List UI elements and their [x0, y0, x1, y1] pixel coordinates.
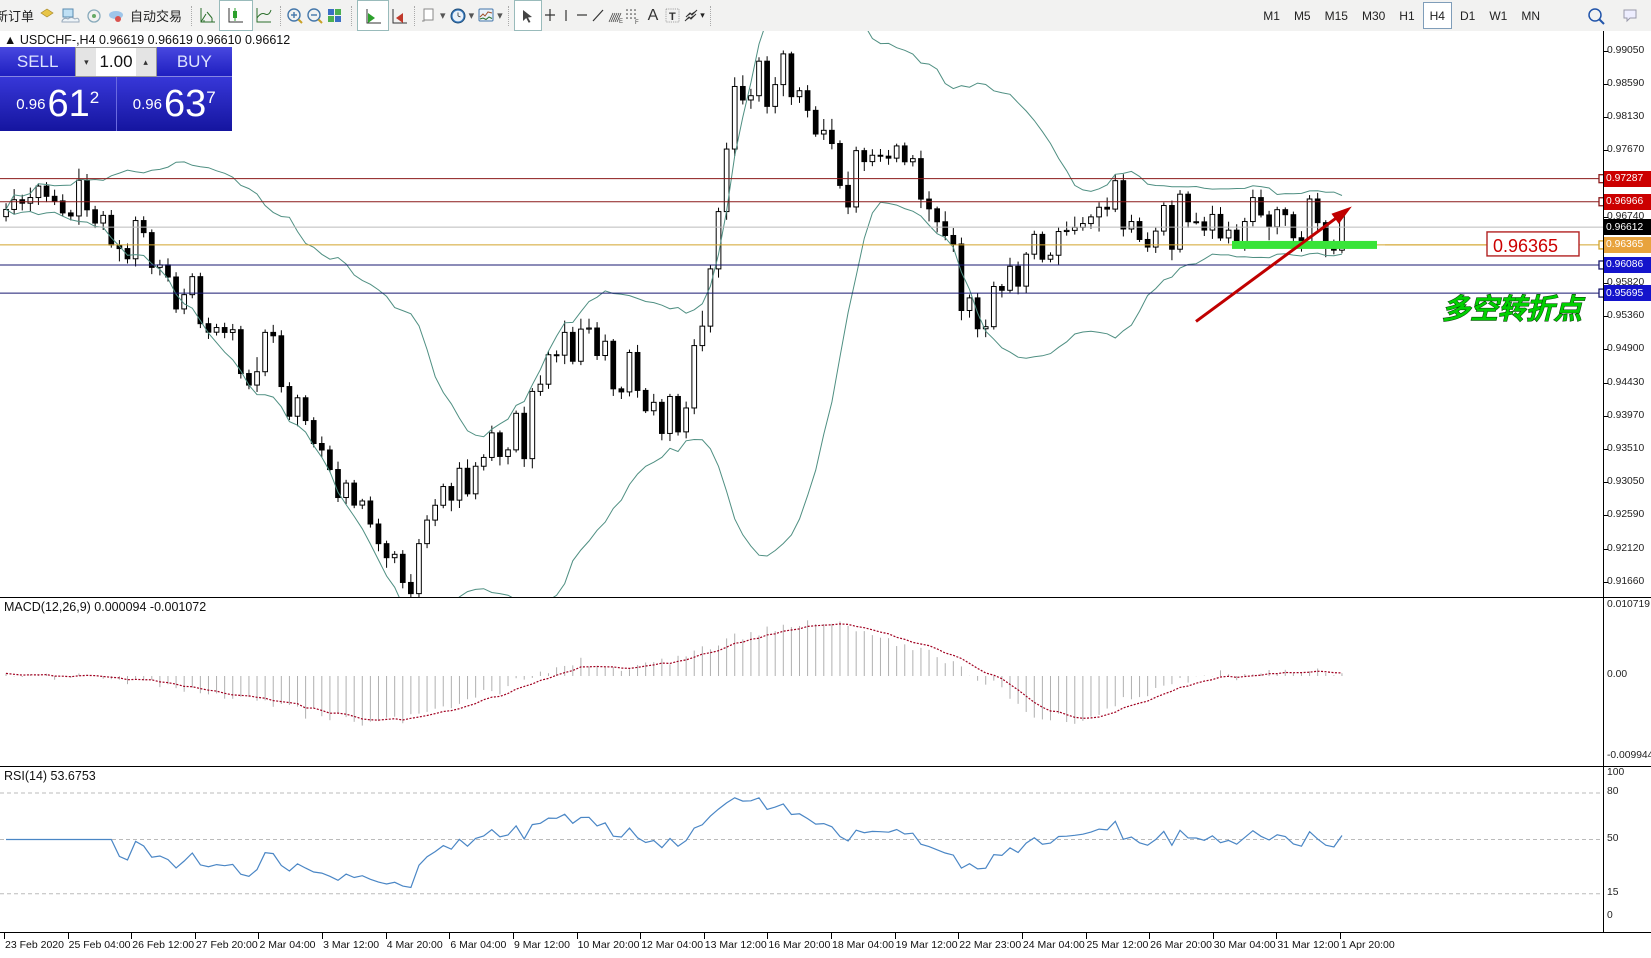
svg-text:E: E [619, 19, 623, 25]
svg-text:F: F [635, 20, 639, 25]
svg-text:T: T [669, 11, 676, 23]
svg-text:0.96365: 0.96365 [1493, 236, 1558, 256]
svg-text:多空转折点: 多空转折点 [1442, 294, 1586, 325]
